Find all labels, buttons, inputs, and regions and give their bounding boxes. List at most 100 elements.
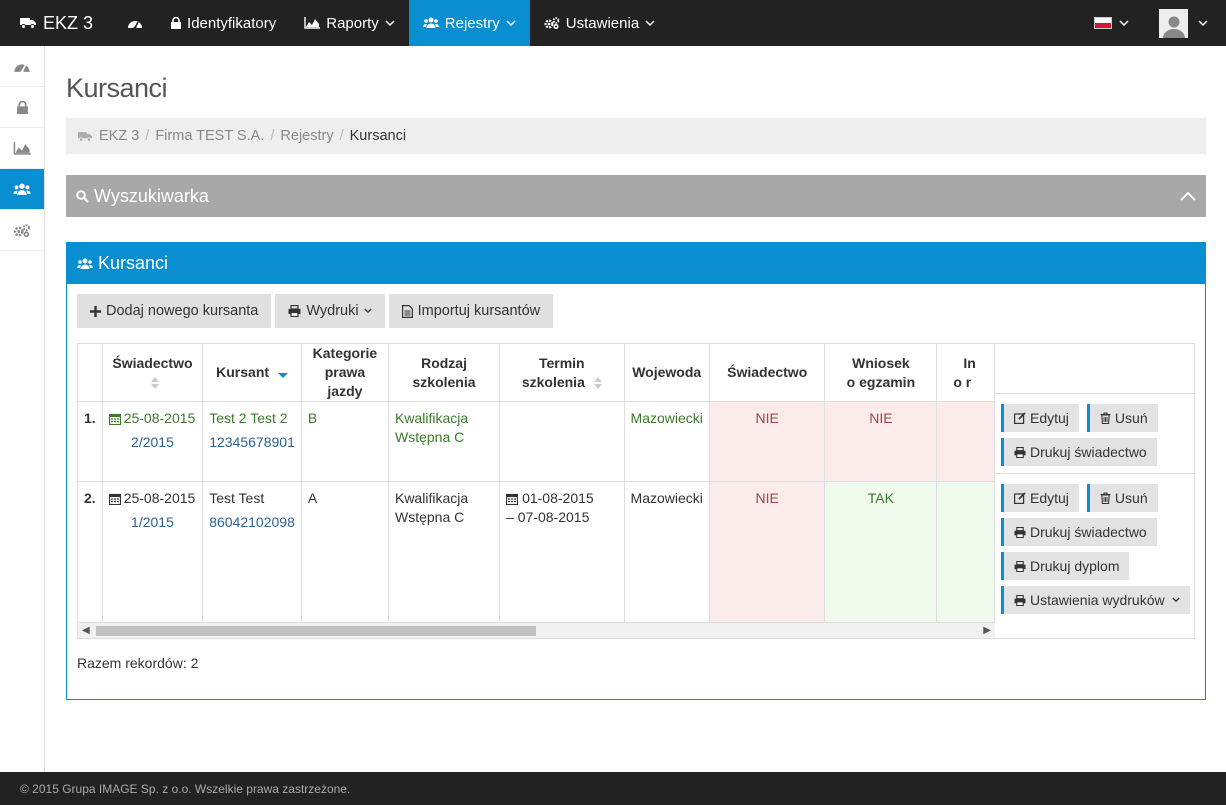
actions-column: Edytuj Usuń Drukuj świadectwo — [995, 344, 1194, 622]
trainee-pesel[interactable]: 86042102098 — [209, 514, 295, 530]
sidebar-item-identyfikatory[interactable] — [0, 87, 44, 128]
column-header-training-type: Rodzaj szkolenia — [388, 344, 501, 402]
print-icon — [1014, 560, 1026, 572]
trainee-pesel[interactable]: 12345678901 — [209, 434, 295, 450]
users-icon — [77, 258, 93, 270]
trainee-name[interactable]: Test Test — [209, 490, 265, 506]
column-header-certificate[interactable]: Świadectwo — [102, 344, 204, 402]
truncated-cell — [936, 401, 995, 482]
truncated-cell — [936, 481, 995, 622]
column-header-training-term[interactable]: Termin szkolenia — [499, 344, 625, 402]
scroll-left-icon[interactable]: ◀ — [82, 625, 90, 636]
lock-icon — [171, 17, 182, 29]
calendar-icon — [108, 413, 121, 425]
table-row: 1. 25-08-2015 2/2015 Test 2 Test 2 — [78, 401, 995, 482]
truck-icon — [78, 131, 92, 142]
calendar-icon — [108, 493, 121, 505]
brand-name: EKZ 3 — [43, 12, 94, 33]
training-term-cell — [499, 401, 625, 482]
scroll-right-icon[interactable]: ▶ — [983, 625, 991, 636]
truck-icon — [20, 17, 36, 29]
print-icon — [1014, 446, 1026, 458]
language-dropdown[interactable] — [1086, 0, 1147, 46]
breadcrumb-company[interactable]: Firma TEST S.A. — [155, 128, 265, 144]
exam-application-cell: NIE — [824, 401, 938, 482]
trainees-panel-header: Kursanci — [67, 243, 1205, 284]
table-scroll-area[interactable]: Świadectwo Kursant Kategorie prawa jazdy — [78, 344, 995, 622]
print-diploma-button[interactable]: Drukuj dyplom — [1001, 552, 1130, 580]
column-header-voivode: Wojewoda — [624, 344, 710, 402]
print-certificate-button[interactable]: Drukuj świadectwo — [1001, 518, 1157, 546]
gears-icon — [544, 17, 560, 29]
trainee-name[interactable]: Test 2 Test 2 — [209, 410, 288, 426]
records-total: Razem rekordów: 2 — [77, 655, 199, 671]
user-menu-dropdown[interactable] — [1147, 0, 1226, 46]
edit-button[interactable]: Edytuj — [1001, 404, 1079, 432]
sidebar-item-raporty[interactable] — [0, 128, 44, 169]
main-content: Kursanci EKZ 3 / Firma TEST S.A. / Rejes… — [66, 46, 1206, 700]
breadcrumb: EKZ 3 / Firma TEST S.A. / Rejestry / Kur… — [66, 118, 1206, 154]
print-icon — [1014, 526, 1026, 538]
nav-raporty[interactable]: Raporty — [290, 0, 409, 46]
chevron-down-icon — [1119, 19, 1129, 27]
trash-icon — [1100, 412, 1111, 424]
add-trainee-button[interactable]: Dodaj nowego kursanta — [77, 294, 272, 328]
exam-application-cell: TAK — [824, 481, 938, 622]
row-number: 1. — [78, 401, 103, 482]
nav-identyfikatory-label: Identyfikatory — [187, 14, 277, 32]
column-header-no — [78, 344, 103, 402]
trainee-cell: Test Test 86042102098 — [202, 481, 302, 622]
nav-dashboard[interactable] — [113, 0, 157, 46]
delete-button[interactable]: Usuń — [1086, 404, 1158, 432]
chevron-down-icon — [506, 19, 516, 27]
horizontal-scrollbar[interactable]: ◀ ▶ — [78, 622, 995, 638]
chevron-up-icon[interactable] — [1180, 191, 1196, 201]
chevron-down-icon — [645, 19, 655, 27]
column-header-trainee[interactable]: Kursant — [202, 344, 302, 402]
prints-dropdown-button[interactable]: Wydruki — [275, 294, 385, 328]
edit-button[interactable]: Edytuj — [1001, 484, 1079, 512]
nav-ustawienia[interactable]: Ustawienia — [530, 0, 669, 46]
nav-ustawienia-label: Ustawienia — [565, 14, 640, 32]
sidebar-item-ustawienia[interactable] — [0, 210, 44, 251]
toolbar: Dodaj nowego kursanta Wydruki Importuj — [77, 294, 1195, 328]
brand-link[interactable]: EKZ 3 — [0, 0, 113, 46]
trainees-table-container: Świadectwo Kursant Kategorie prawa jazdy — [77, 343, 1195, 639]
sidebar-item-rejestry[interactable] — [0, 169, 44, 210]
nav-rejestry[interactable]: Rejestry — [408, 0, 530, 46]
delete-button[interactable]: Usuń — [1086, 484, 1158, 512]
calendar-icon — [506, 493, 519, 505]
import-trainees-button[interactable]: Importuj kursantów — [388, 294, 554, 328]
chevron-down-icon — [1198, 19, 1208, 27]
search-icon — [76, 189, 89, 203]
sort-descending-icon — [277, 367, 288, 379]
search-panel-title: Wyszukiwarka — [94, 185, 209, 206]
print-icon — [1014, 594, 1026, 606]
footer-copyright: © 2015 Grupa IMAGE Sp. z o.o. Wszelkie p… — [20, 781, 351, 796]
search-panel-header[interactable]: Wyszukiwarka — [66, 175, 1206, 217]
area-chart-icon — [13, 141, 31, 155]
plus-icon — [90, 305, 101, 317]
sidebar-item-dashboard[interactable] — [0, 46, 44, 87]
certificate-number[interactable]: 1/2015 — [131, 514, 174, 530]
nav-identyfikatory[interactable]: Identyfikatory — [157, 0, 290, 46]
nav-raporty-label: Raporty — [326, 14, 379, 32]
row-actions: Edytuj Usuń Drukuj świadectwo — [995, 474, 1194, 621]
scrollbar-thumb[interactable] — [96, 626, 536, 636]
print-certificate-button[interactable]: Drukuj świadectwo — [1001, 438, 1157, 466]
column-header-exam-application: Wniosek o egzamin — [824, 344, 938, 402]
training-type-cell: Kwalifikacja Wstępna C — [388, 481, 501, 622]
chevron-down-icon — [385, 19, 395, 27]
certificate-number[interactable]: 2/2015 — [131, 434, 174, 450]
print-settings-dropdown[interactable]: Ustawienia wydruków — [1001, 586, 1190, 614]
add-trainee-label: Dodaj nowego kursanta — [106, 303, 259, 319]
breadcrumb-current: Kursanci — [349, 128, 407, 144]
footer: © 2015 Grupa IMAGE Sp. z o.o. Wszelkie p… — [0, 772, 1226, 805]
training-type-cell: Kwalifikacja Wstępna C — [388, 401, 501, 482]
dashboard-icon — [127, 17, 143, 29]
breadcrumb-home[interactable]: EKZ 3 — [99, 128, 140, 144]
voivode-cell: Mazowiecki — [624, 401, 710, 482]
category-cell: B — [301, 401, 389, 482]
breadcrumb-registers[interactable]: Rejestry — [280, 128, 334, 144]
sidebar — [0, 46, 45, 772]
